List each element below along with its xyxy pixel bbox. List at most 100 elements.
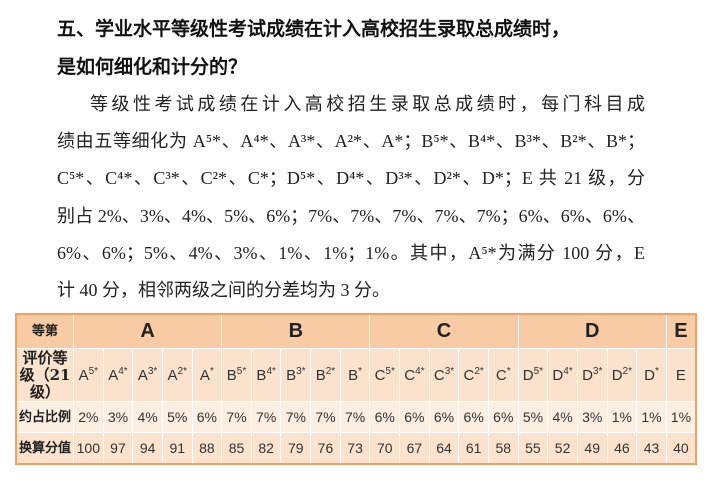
share-cell: 6% [428, 401, 460, 433]
grade-sup: 3* [296, 366, 306, 377]
grade-cell: B4* [250, 348, 282, 402]
score-cell: 85 [221, 432, 252, 465]
grade-sup: 5* [385, 366, 395, 377]
grade-cell: C2* [458, 348, 489, 402]
score-cell: 82 [250, 432, 282, 465]
score-cell: 46 [606, 432, 638, 465]
grade-base: C [495, 367, 507, 384]
score-cell: 70 [369, 432, 401, 465]
grade-sup: 2* [474, 366, 484, 377]
group-name: D [517, 313, 667, 349]
grade-cell: D2* [606, 348, 638, 402]
grade-sup: 3* [147, 366, 158, 377]
grade-sup: 5* [88, 366, 99, 377]
grade-sup: 3* [444, 366, 455, 377]
grade-base: A [199, 367, 210, 384]
row-label: 约占比例 [15, 401, 74, 433]
grade-cell: C5* [369, 348, 401, 402]
grade-cell: C* [487, 348, 519, 402]
share-cell: 3% [102, 401, 134, 433]
grade-sup: * [209, 366, 214, 377]
row-label: 换算分值 [15, 432, 74, 465]
grade-base: A [137, 367, 148, 384]
grade-base: B [286, 367, 297, 384]
share-cell: 2% [73, 401, 104, 433]
paragraph-line: C⁵*、C⁴*、C³*、C²*、C*；D⁵*、D⁴*、D³*、D²*、D*；E … [57, 168, 645, 189]
row-label: 等第 [15, 313, 74, 349]
grade-sup: 2* [622, 366, 632, 377]
grade-cell: D5* [517, 348, 549, 402]
share-cell: 7% [221, 401, 252, 433]
share-cell: 4% [132, 401, 163, 433]
grade-table: 等第 A B C D E 评价等级（21级） A5* A4* A3* A2* A* B5* B4* B3* B… [15, 313, 697, 465]
grade-cell: A3* [132, 348, 163, 402]
grade-cell: D4* [547, 348, 578, 402]
grade-base: B [348, 367, 359, 384]
grade-base: B [256, 367, 267, 384]
grade-cell: A* [191, 348, 223, 402]
row-label: 评价等级（21级） [15, 348, 74, 402]
grade-base: C [433, 367, 445, 384]
group-name: A [72, 313, 223, 349]
score-cell: 52 [547, 432, 578, 465]
share-cell: 7% [280, 401, 312, 433]
table-row: 约占比例 2% 3% 4% 5% 6% 7% 7% 7% 7% 7% 6% 6% 6% 6% 6% 5% 4% 3%… [15, 401, 697, 433]
grade-cell: C4* [399, 348, 430, 402]
share-cell: 4% [547, 401, 578, 433]
grade-sup: * [358, 366, 363, 377]
score-cell: 55 [517, 432, 549, 465]
share-cell: 1% [665, 401, 697, 433]
share-cell: 7% [310, 401, 341, 433]
heading-line: 五、学业水平等级性考试成绩在计入高校招生录取总成绩时， [57, 18, 571, 40]
grade-cell: E [665, 348, 697, 402]
score-cell: 79 [280, 432, 312, 465]
share-cell: 6% [191, 401, 223, 433]
grade-cell: D* [636, 348, 667, 402]
grade-base: E [675, 366, 686, 384]
grade-base: D [552, 367, 564, 384]
score-cell: 73 [339, 432, 371, 465]
grade-base: C [463, 367, 475, 384]
grade-cell: D3* [576, 348, 608, 402]
score-cell: 91 [161, 432, 193, 465]
table-row: 评价等级（21级） A5* A4* A3* A2* A* B5* B4* B3* B2* B* C5*… [15, 348, 697, 402]
share-cell: 6% [458, 401, 489, 433]
grade-cell: A5* [73, 348, 104, 402]
grade-base: A [78, 367, 89, 384]
grade-base: B [315, 367, 326, 384]
grade-sup: 3* [592, 366, 603, 377]
group-name: B [221, 313, 371, 349]
paragraph-line: 绩由五等细化为 A⁵*、A⁴*、A³*、A²*、A*；B⁵*、B⁴*、B³*、B… [57, 131, 645, 152]
share-cell: 6% [487, 401, 519, 433]
grade-cell: B2* [310, 348, 341, 402]
grade-sup: * [506, 366, 511, 377]
grade-sup: 4* [266, 366, 276, 377]
share-cell: 5% [161, 401, 193, 433]
grade-cell: B5* [221, 348, 252, 402]
share-cell: 3% [576, 401, 608, 433]
grade-base: C [404, 367, 416, 384]
grade-sup: 2* [325, 366, 336, 377]
heading-line: 是如何细化和计分的？ [57, 56, 248, 78]
grade-cell: B3* [280, 348, 312, 402]
score-cell: 49 [576, 432, 608, 465]
table-row: 等第 A B C D E [15, 313, 697, 349]
share-cell: 7% [339, 401, 371, 433]
paragraph-line: 计 40 分，相邻两级之间的分差均为 3 分。 [57, 280, 390, 300]
grade-sup: * [654, 366, 659, 377]
share-cell: 5% [517, 401, 549, 433]
score-cell: 61 [458, 432, 489, 465]
group-name: C [369, 313, 519, 349]
grade-base: B [226, 367, 237, 384]
grade-sup: 4* [415, 366, 425, 377]
grade-cell: B* [339, 348, 371, 402]
score-cell: 67 [399, 432, 430, 465]
share-cell: 7% [250, 401, 282, 433]
share-cell: 6% [369, 401, 401, 433]
table-row: 换算分值 100 97 94 91 88 85 82 79 76 73 70 67 64 61 58 55 52 4… [15, 432, 697, 465]
paragraph-line: 等级性考试成绩在计入高校招生录取总成绩时，每门科目成 [90, 94, 645, 114]
score-cell: 58 [487, 432, 519, 465]
score-cell: 97 [102, 432, 134, 465]
score-cell: 76 [310, 432, 341, 465]
